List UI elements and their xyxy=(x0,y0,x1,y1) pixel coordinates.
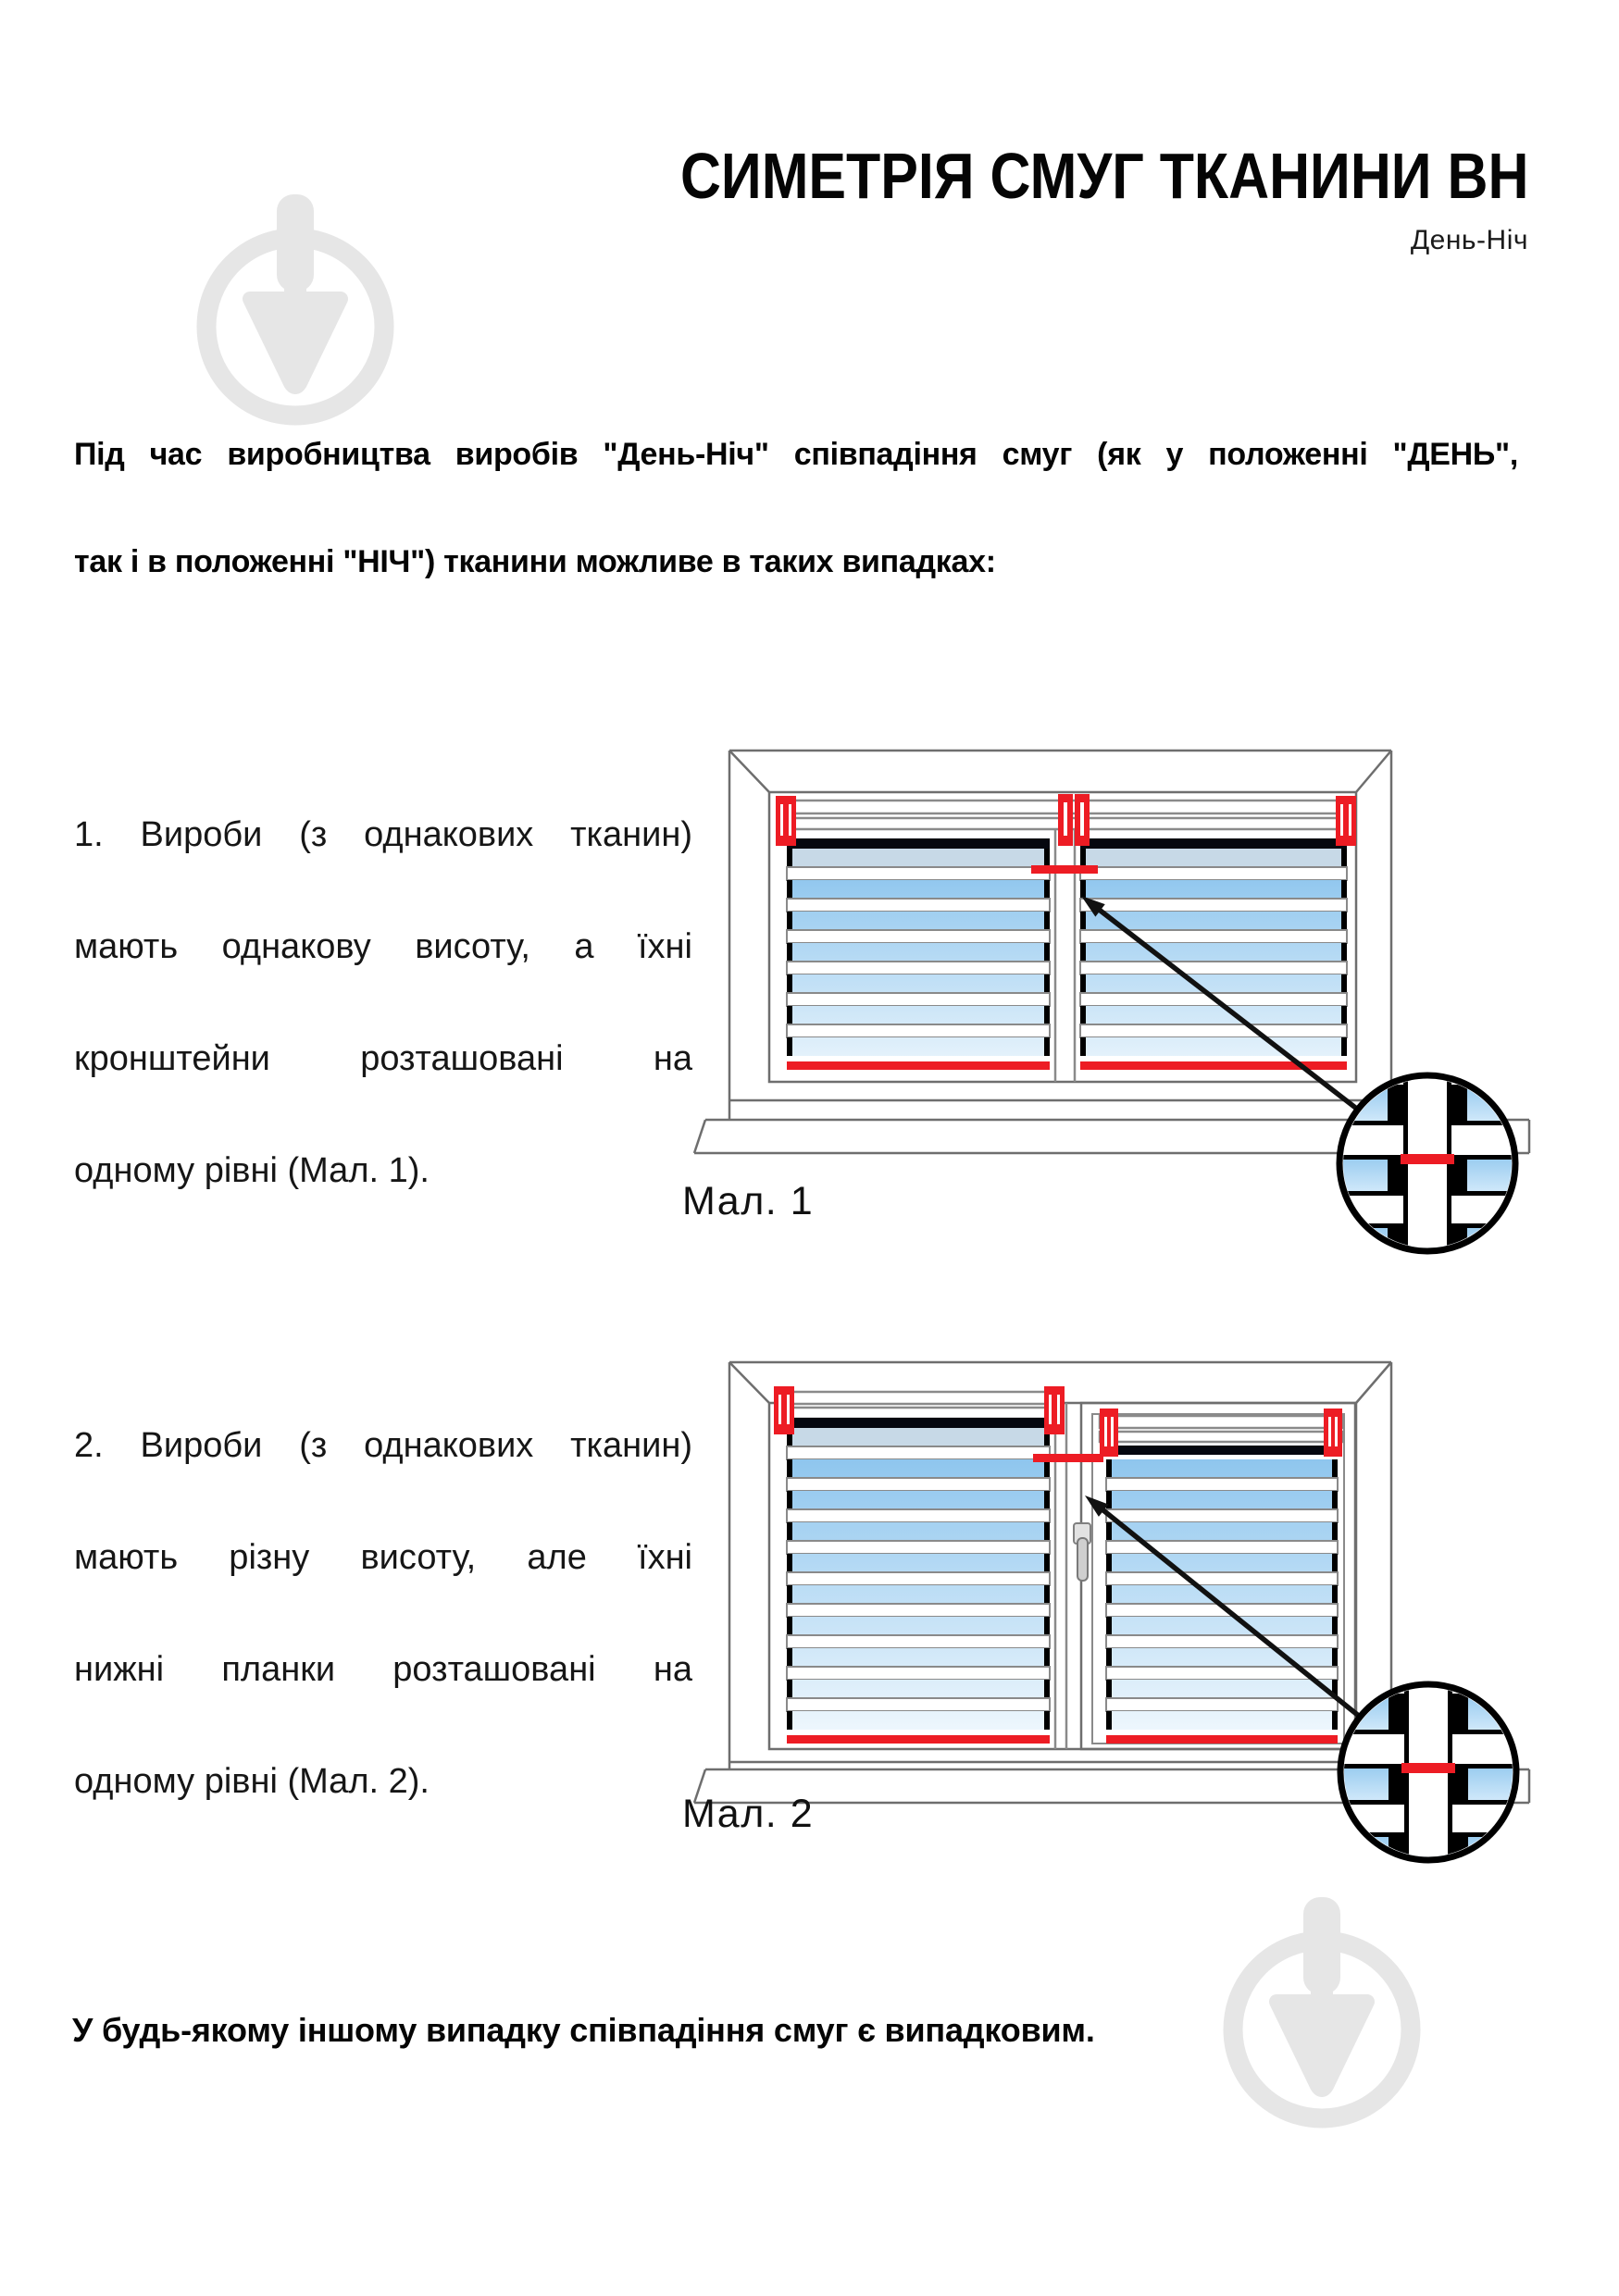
figure-1-window-diagram xyxy=(692,749,1531,1255)
item-1-line: мають однакову висоту, а їхні xyxy=(74,927,692,966)
item-2-paragraph: 2. Вироби (з однакових тканин) мають різ… xyxy=(74,1418,692,1810)
item-1-line: одному рівні (Мал. 1). xyxy=(74,1151,430,1190)
intro-line: Під час виробництва виробів "День-Ніч" с… xyxy=(74,437,1518,472)
watermark-logo-icon xyxy=(1223,1897,1421,2128)
item-2-line: нижні планки розташовані на xyxy=(74,1650,692,1689)
page-subtitle: День-Ніч xyxy=(1410,225,1528,255)
item-1-line: кронштейни розташовані на xyxy=(74,1039,692,1078)
item-1-line: 1. Вироби (з однакових тканин) xyxy=(74,815,692,854)
intro-line: так і в положенні "НІЧ") тканини можливе… xyxy=(74,544,996,579)
item-2-line: 2. Вироби (з однакових тканин) xyxy=(74,1426,692,1465)
figure-1-caption: Мал. 1 xyxy=(682,1179,815,1223)
intro-paragraph: Під час виробництва виробів "День-Ніч" с… xyxy=(74,428,1518,589)
bottom-note: У будь-якому іншому випадку співпадіння … xyxy=(72,2011,1095,2049)
stripe-alignment-detail-circle xyxy=(1336,1072,1519,1255)
item-2-line: мають різну висоту, але їхні xyxy=(74,1538,692,1577)
figure-2-window-diagram xyxy=(692,1360,1531,1864)
page-title: СИМЕТРІЯ СМУГ ТКАНИНИ ВН xyxy=(679,140,1528,212)
item-1-paragraph: 1. Вироби (з однакових тканин) мають одн… xyxy=(74,807,692,1199)
stripe-alignment-detail-circle xyxy=(1337,1681,1520,1864)
watermark-logo-icon xyxy=(196,194,394,426)
item-2-line: одному рівні (Мал. 2). xyxy=(74,1762,430,1801)
figure-2-caption: Мал. 2 xyxy=(682,1792,815,1836)
